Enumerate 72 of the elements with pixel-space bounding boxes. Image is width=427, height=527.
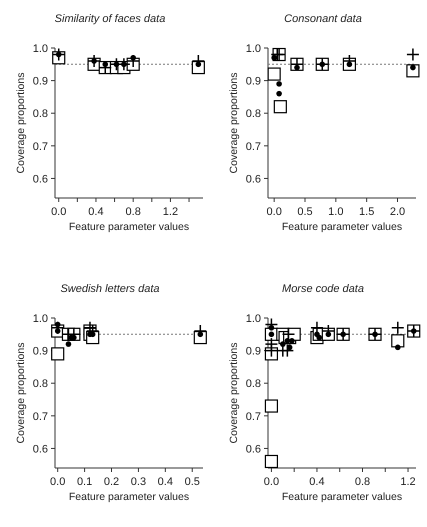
chart-title: Consonant data: [284, 13, 362, 25]
x-tick-label: 2.0: [390, 206, 406, 218]
y-tick-label: 0.8: [32, 378, 48, 390]
point: [268, 67, 281, 81]
point: [276, 81, 282, 87]
x-tick-label: 0.0: [50, 476, 66, 488]
point: [410, 64, 416, 70]
x-tick-label: 0.2: [104, 476, 120, 488]
point: [342, 54, 356, 68]
y-tick-label: 0.9: [246, 76, 261, 88]
point: [66, 341, 72, 347]
point: [264, 318, 278, 332]
y-tick-label: 0.9: [32, 76, 48, 88]
chart-title: Swedish letters data: [60, 283, 160, 295]
x-axis-title: Feature parameter values: [282, 491, 402, 503]
point: [391, 321, 405, 335]
x-tick-label: 0.5: [184, 476, 200, 488]
point: [406, 48, 420, 62]
point: [50, 321, 64, 335]
y-axis-title: Coverage proportions: [228, 342, 240, 444]
y-tick-label: 0.8: [246, 378, 261, 390]
point: [394, 344, 401, 350]
x-tick-label: 1.5: [359, 206, 374, 218]
y-axis-title: Coverage proportions: [15, 342, 27, 444]
x-tick-label: 1.2: [400, 476, 416, 488]
x-axis-title: Feature parameter values: [68, 491, 190, 503]
y-axis-title: Coverage proportions: [15, 72, 27, 174]
chart-title: Morse code data: [282, 283, 364, 295]
point: [264, 454, 278, 468]
y-axis-title: Coverage proportions: [228, 72, 240, 174]
y-tick-label: 0.7: [246, 410, 261, 423]
point: [130, 54, 136, 61]
point: [322, 324, 336, 338]
y-tick-label: 1.0: [246, 43, 261, 55]
point: [280, 344, 294, 358]
chart-title: Similarity of faces data: [54, 13, 166, 25]
y-tick-label: 0.9: [32, 346, 48, 358]
y-tick-label: 0.7: [246, 140, 261, 153]
y-tick-label: 1.0: [32, 313, 48, 325]
point: [264, 399, 278, 413]
x-tick-label: 0.4: [158, 476, 173, 488]
y-tick-label: 0.6: [32, 173, 48, 186]
x-tick-label: 0.3: [130, 476, 146, 488]
x-tick-label: 0.0: [264, 476, 280, 488]
y-tick-label: 0.6: [32, 443, 48, 456]
y-tick-label: 1.0: [32, 43, 48, 55]
y-tick-label: 0.8: [246, 108, 261, 120]
y-tick-label: 1.0: [246, 313, 261, 325]
x-tick-label: 0.4: [88, 206, 104, 218]
x-axis-title: Feature parameter values: [68, 221, 190, 233]
x-tick-label: 0.8: [126, 206, 141, 218]
x-tick-label: 0.4: [309, 476, 325, 488]
y-tick-label: 0.9: [246, 346, 261, 358]
y-tick-label: 0.7: [32, 410, 48, 423]
point: [276, 90, 282, 96]
point: [51, 347, 64, 360]
point: [86, 324, 100, 338]
x-tick-label: 0.0: [51, 206, 66, 218]
point: [264, 344, 278, 358]
x-tick-label: 1.0: [328, 206, 344, 218]
x-axis-title: Feature parameter values: [282, 221, 402, 233]
y-tick-label: 0.6: [246, 173, 261, 186]
x-tick-label: 0.8: [354, 476, 370, 488]
x-tick-label: 0.0: [266, 206, 282, 218]
x-tick-label: 1.2: [162, 206, 178, 218]
point: [391, 334, 404, 348]
point: [274, 100, 287, 114]
y-tick-label: 0.6: [246, 443, 261, 456]
y-tick-label: 0.7: [32, 140, 48, 153]
x-tick-label: 0.1: [76, 476, 92, 488]
x-tick-label: 0.5: [297, 206, 313, 218]
y-tick-label: 0.8: [32, 108, 48, 120]
